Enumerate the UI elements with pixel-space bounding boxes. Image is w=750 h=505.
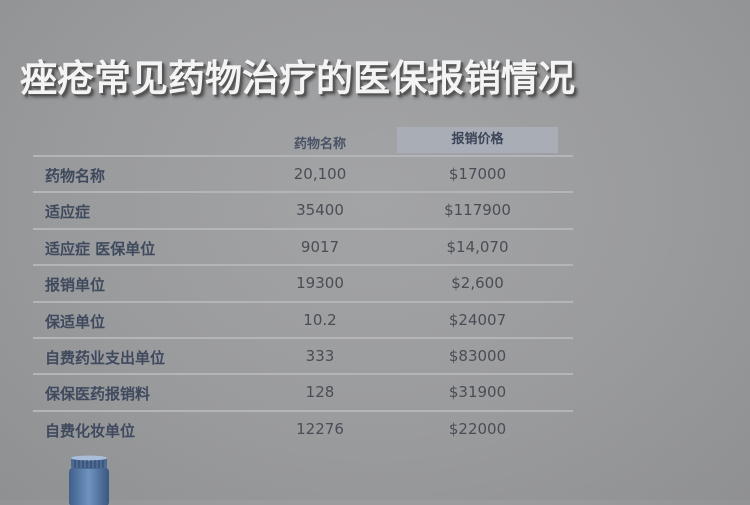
drug-value: 128 — [305, 383, 335, 402]
table-row: 保保医药报销料 128 $31900 — [33, 373, 573, 409]
table-header: 药物名称 报销价格 — [33, 125, 573, 155]
table-row: 适应症 医保单位 9017 $14,070 — [33, 227, 573, 264]
table-row: 报销单位 19300 $2,600 — [33, 264, 573, 300]
drug-value: 333 — [305, 346, 335, 365]
drug-value: 35400 — [296, 201, 344, 220]
drug-value: 19300 — [296, 274, 344, 293]
table-row: 保适单位 10.2 $24007 — [33, 300, 573, 337]
row-label: 药物名称 — [45, 167, 106, 185]
reimbursement-value: $83000 — [448, 346, 507, 365]
row-label: 自费化妆单位 — [45, 421, 136, 440]
reimbursement-value: $24007 — [448, 310, 507, 329]
row-label: 自费药业支出单位 — [45, 348, 166, 367]
reimbursement-value: $2,600 — [451, 274, 504, 293]
drug-value: 12276 — [296, 419, 344, 438]
table-row: 自费化妆单位 12276 $22000 — [33, 409, 573, 446]
header-reimbursement-price: 报销价格 — [397, 127, 558, 153]
reimbursement-table: 药物名称 报销价格 药物名称 20,100 $17000 适应症 35400 $11790… — [33, 125, 573, 446]
pill-bottle-icon — [69, 455, 109, 505]
row-label: 适应症 — [45, 203, 91, 222]
reimbursement-value: $31900 — [448, 383, 507, 402]
drug-value: 9017 — [300, 237, 340, 256]
header-drug-name: 药物名称 — [293, 137, 346, 152]
reimbursement-value: $14,070 — [446, 237, 509, 256]
table-row: 适应症 35400 $117900 — [33, 191, 573, 227]
row-label: 适应症 医保单位 — [45, 239, 156, 258]
reimbursement-value: $117900 — [444, 201, 511, 220]
reimbursement-value: $22000 — [448, 419, 507, 438]
table-row: 自费药业支出单位 333 $83000 — [33, 336, 573, 373]
page-title: 痤疮常见药物治疗的医保报销情况 — [20, 57, 575, 100]
row-label: 保保医药报销料 — [45, 385, 151, 404]
drug-value: 20,100 — [293, 165, 347, 183]
drug-value: 10.2 — [303, 310, 337, 329]
table-row: 药物名称 20,100 $17000 — [33, 155, 573, 191]
row-label: 报销单位 — [45, 276, 106, 295]
reimbursement-value: $17000 — [448, 165, 507, 183]
row-label: 保适单位 — [45, 312, 106, 331]
